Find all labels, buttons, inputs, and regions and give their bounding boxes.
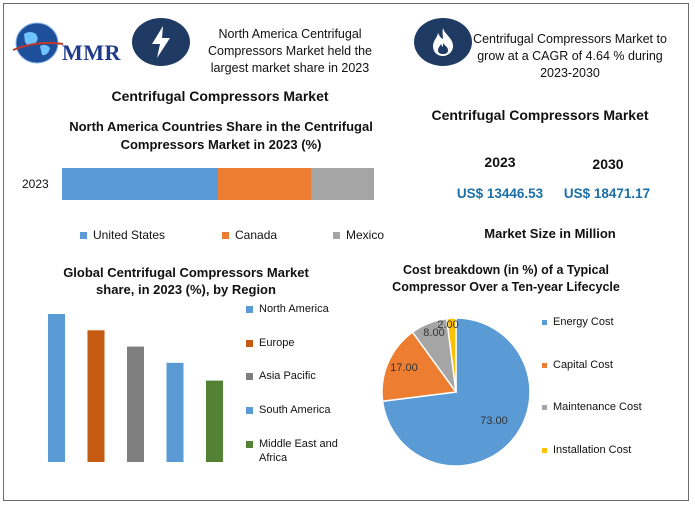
market-size-caption: Market Size in Million [484,226,616,241]
pie-value-label: 8.00 [423,327,444,339]
legend-item-north-america: North America [246,303,329,315]
legend-swatch [80,231,87,239]
legend-label: Asia Pacific [259,370,316,382]
legend-label: South America [259,404,331,416]
value-2030: US$ 18471.17 [563,186,651,201]
market-size-title: Centrifugal Compressors Market [431,107,649,123]
legend-item-installation-cost: Installation Cost [542,444,631,456]
region-bar-chart [48,314,223,462]
legend-swatch [542,447,547,453]
region-bar-south-america [166,362,184,462]
header-right-note: Centrifugal Compressors Market to grow a… [473,32,667,80]
header-left-note: North America Centrifugal Compressors Ma… [208,27,372,75]
legend-swatch [222,231,229,239]
stack-segment-canada [218,168,312,200]
legend-label: Middle East and Africa [259,438,338,464]
stack-segment-mexico [311,168,374,200]
na-share-legend: United States Canada Mexico [80,228,400,244]
pie-value-label: 17.00 [390,362,418,374]
pie-legend: Energy Cost Capital Cost Maintenance Cos… [542,316,682,466]
legend-swatch [542,319,547,325]
legend-swatch [246,372,253,380]
cost-breakdown-title: Cost breakdown (in %) of a Typical Compr… [392,263,620,294]
legend-swatch [542,362,547,368]
year-2030-label: 2030 [592,156,624,172]
logo-text: MMR [62,40,121,65]
pie-value-label: 73.00 [480,415,508,427]
globe-icon [12,22,64,64]
lightning-icon [132,18,190,66]
legend-item-asia-pacific: Asia Pacific [246,370,316,382]
pie-slice-installation-cost [445,317,457,393]
legend-item-canada: Canada [222,228,277,242]
legend-label: United States [93,228,166,242]
legend-item-south-america: South America [246,404,331,416]
legend-item-united-states: United States [80,228,165,242]
legend-label: Energy Cost [553,316,614,328]
year-2023-label: 2023 [484,154,516,170]
flame-icon [414,18,472,66]
legend-item-energy-cost: Energy Cost [542,316,614,328]
region-bar-europe [87,330,105,462]
legend-item-middle-east-africa: Middle East and Africa [246,437,349,465]
value-2023: US$ 13446.53 [456,186,544,201]
legend-item-europe: Europe [246,337,294,349]
legend-item-mexico: Mexico [333,228,384,242]
main-title: Centrifugal Compressors Market [111,88,329,104]
legend-swatch [246,406,253,414]
legend-item-maintenance-cost: Maintenance Cost [542,401,642,413]
stack-segment-united-states [62,168,218,200]
legend-label: Maintenance Cost [553,401,642,413]
region-bar-north-america [48,314,65,462]
legend-swatch [246,339,253,347]
legend-label: Capital Cost [553,359,613,371]
legend-swatch [246,305,253,313]
na-share-stacked-bar [62,168,374,200]
legend-swatch [542,404,547,410]
na-share-title: North America Countries Share in the Cen… [69,119,373,152]
region-bar-middle-east-and-africa [206,380,223,462]
pie-value-label: 2.00 [437,319,458,331]
mmr-logo: MMR [10,16,122,66]
legend-swatch [246,441,253,448]
infographic-frame [3,3,689,501]
legend-item-capital-cost: Capital Cost [542,359,613,371]
legend-label: Europe [259,337,295,349]
cost-pie-chart: 73.00 17.00 8.002.00 [381,317,531,467]
region-legend: North America Europe Asia Pacific South … [246,300,356,470]
legend-label: Installation Cost [553,444,632,456]
region-share-title: Global Centrifugal Compressors Market sh… [63,265,309,297]
pie-slice-capital-cost [381,331,458,403]
legend-swatch [333,231,340,239]
legend-label: Canada [235,228,278,242]
legend-label: Mexico [346,228,385,242]
region-bar-asia-pacific [127,346,144,462]
na-share-year-label: 2023 [22,177,49,191]
legend-label: North America [259,303,329,315]
